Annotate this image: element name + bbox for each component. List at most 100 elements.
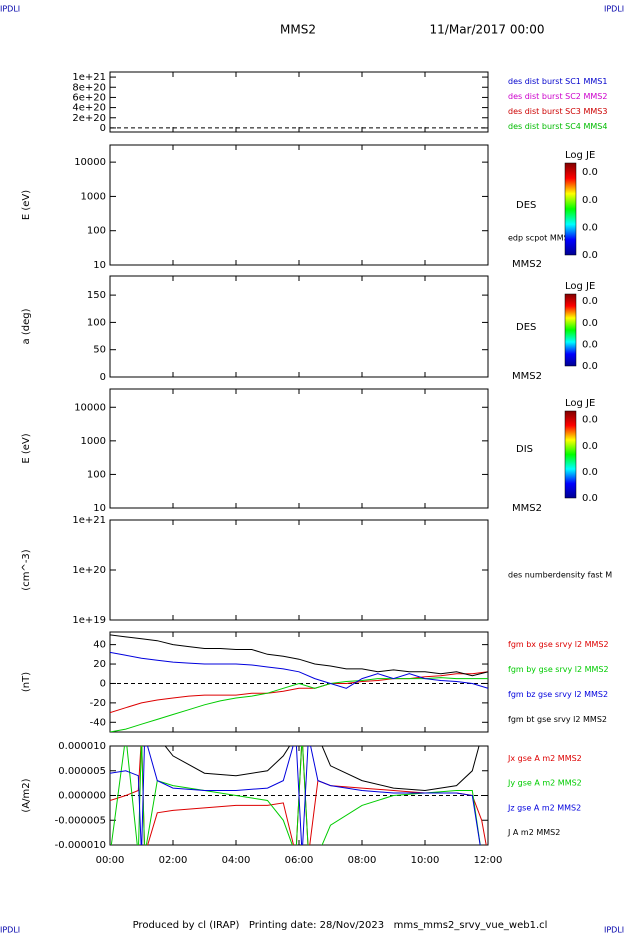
colorbar-label: Log JE	[565, 150, 595, 161]
x-tick-label: 10:00	[411, 855, 440, 866]
x-tick-label: 00:00	[96, 855, 125, 866]
y-axis-label: E (eV)	[21, 190, 32, 220]
annotation: MMS2	[512, 503, 542, 514]
legend-entry: des dist burst SC4 MMS4	[508, 122, 607, 131]
y-tick-label: 0	[100, 123, 106, 134]
y-tick-label: 100	[87, 469, 106, 480]
y-tick-label: 150	[87, 290, 106, 301]
colorbar-tick-label: 0.0	[582, 361, 598, 372]
y-tick-label: 0.000005	[58, 766, 106, 777]
y-axis-label: a (deg)	[21, 308, 32, 344]
panel-frame	[109, 631, 489, 733]
corner-label: IPDLI	[604, 5, 624, 14]
y-tick-label: 8e+20	[72, 82, 106, 93]
series-line	[110, 634, 488, 677]
panel-frame	[109, 519, 489, 621]
y-tick-label: 1e+20	[72, 565, 106, 576]
annotation: edp scpot MMS2	[508, 234, 574, 243]
y-tick-label: 2e+20	[72, 113, 106, 124]
y-tick-label: 50	[93, 345, 106, 356]
legend-entry: des dist burst SC3 MMS3	[508, 107, 607, 116]
y-tick-label: 1000	[81, 436, 106, 447]
colorbar-tick-label: 0.0	[582, 250, 598, 261]
y-tick-label: 1e+21	[72, 72, 106, 83]
series-line	[110, 746, 481, 845]
corner-label: IPDLI	[604, 926, 624, 934]
legend-entry: J A m2 MMS2	[507, 828, 560, 837]
y-tick-label: 10	[93, 260, 106, 271]
legend-entry: des dist burst SC2 MMS2	[508, 92, 607, 101]
series-line	[110, 651, 488, 689]
series-line	[110, 671, 488, 714]
y-axis-label: (cm^-3)	[21, 549, 32, 590]
y-tick-label: 0	[100, 372, 106, 383]
y-tick-label: 4e+20	[72, 103, 106, 114]
annotation: DES	[516, 200, 536, 211]
colorbar-tick-label: 0.0	[582, 167, 598, 178]
annotation: DIS	[516, 444, 533, 455]
corner-label: IPDLI	[0, 5, 20, 14]
series-line	[110, 746, 481, 845]
y-tick-label: 10000	[74, 402, 106, 413]
colorbar-tick-label: 0.0	[582, 222, 598, 233]
y-tick-label: -40	[90, 717, 106, 728]
x-tick-label: 04:00	[222, 855, 251, 866]
annotation: MMS2	[512, 371, 542, 382]
y-tick-label: 1000	[81, 191, 106, 202]
colorbar-tick-label: 0.0	[582, 296, 598, 307]
legend-entry: fgm bx gse srvy l2 MMS2	[508, 640, 609, 649]
legend-entry: Jy gse A m2 MMS2	[507, 779, 582, 788]
x-tick-label: 02:00	[159, 855, 188, 866]
colorbar-tick-label: 0.0	[582, 441, 598, 452]
y-tick-label: 1e+21	[72, 515, 106, 526]
panel-frame	[109, 71, 489, 133]
y-tick-label: -20	[90, 698, 106, 709]
footer: Produced by cl (IRAP) Printing date: 28/…	[133, 920, 548, 931]
x-tick-label: 08:00	[348, 855, 377, 866]
y-axis-label: E (eV)	[21, 433, 32, 463]
colorbar	[564, 410, 577, 499]
colorbar-label: Log JE	[565, 398, 595, 409]
legend-entry: des dist burst SC1 MMS1	[508, 77, 607, 86]
y-tick-label: 100	[87, 226, 106, 237]
legend-entry: fgm bz gse srvy l2 MMS2	[508, 690, 608, 699]
x-tick-label: 12:00	[474, 855, 503, 866]
y-tick-label: 0.000010	[58, 741, 106, 752]
y-tick-label: 100	[87, 317, 106, 328]
y-tick-label: 40	[93, 640, 106, 651]
legend-entry: Jx gse A m2 MMS2	[507, 754, 582, 763]
y-tick-label: 20	[93, 659, 106, 670]
colorbar-label: Log JE	[565, 281, 595, 292]
y-tick-label: 6e+20	[72, 92, 106, 103]
colorbar-tick-label: 0.0	[582, 339, 598, 350]
legend-entry: Jz gse A m2 MMS2	[507, 803, 581, 812]
legend-entry: fgm by gse srvy l2 MMS2	[508, 665, 609, 674]
annotation: MMS2	[512, 259, 542, 270]
panel-frame	[109, 144, 489, 266]
y-tick-label: 1e+19	[72, 615, 106, 626]
y-tick-label: 0	[100, 678, 106, 689]
y-tick-label: -0.000010	[55, 840, 106, 851]
y-tick-label: 10	[93, 503, 106, 514]
colorbar-tick-label: 0.0	[582, 493, 598, 504]
x-tick-label: 06:00	[285, 855, 314, 866]
series-line	[164, 746, 480, 792]
series-line	[110, 677, 488, 732]
colorbar	[564, 293, 577, 367]
legend-entry: fgm bt gse srvy l2 MMS2	[508, 715, 607, 724]
y-tick-label: 0.000000	[58, 791, 106, 802]
panel-frame	[109, 275, 489, 378]
colorbar-tick-label: 0.0	[582, 415, 598, 426]
y-axis-label: (A/m2)	[21, 778, 32, 812]
y-tick-label: 10000	[74, 157, 106, 168]
colorbar-tick-label: 0.0	[582, 195, 598, 206]
panel-frame	[109, 388, 489, 509]
corner-label: IPDLI	[0, 926, 20, 934]
colorbar	[564, 162, 577, 256]
y-axis-label: (nT)	[21, 672, 32, 692]
date: 11/Mar/2017 00:00	[430, 23, 545, 37]
annotation: DES	[516, 322, 536, 333]
annotation: des numberdensity fast M	[508, 571, 612, 580]
colorbar-tick-label: 0.0	[582, 467, 598, 478]
